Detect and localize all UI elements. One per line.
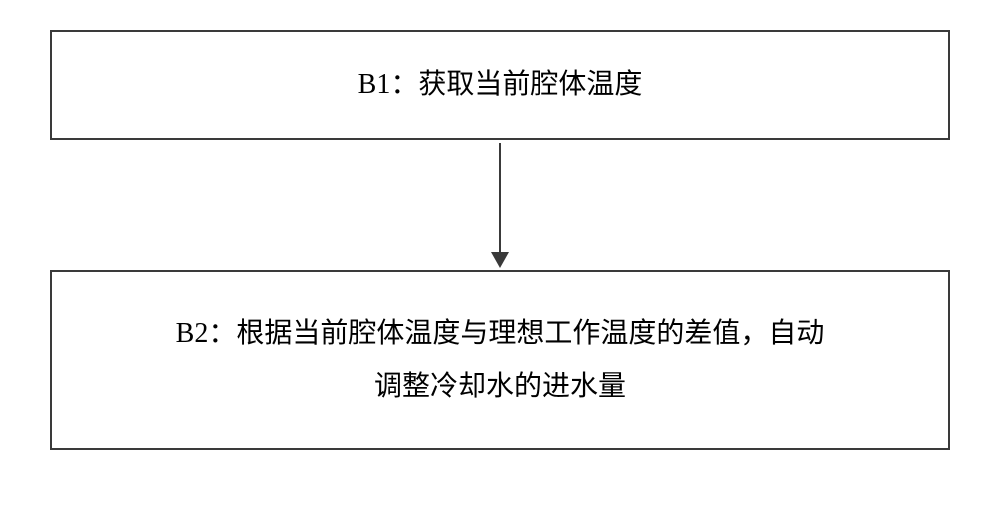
arrow-line bbox=[499, 143, 501, 253]
flowchart-arrow bbox=[491, 140, 509, 270]
node-b1-text: B1：获取当前腔体温度 bbox=[358, 58, 643, 111]
flowchart-node-b1: B1：获取当前腔体温度 bbox=[50, 30, 950, 140]
node-b2-text: B2：根据当前腔体温度与理想工作温度的差值，自动 调整冷却水的进水量 bbox=[176, 307, 825, 413]
flowchart-container: B1：获取当前腔体温度 B2：根据当前腔体温度与理想工作温度的差值，自动 调整冷… bbox=[0, 0, 1000, 521]
arrow-head-icon bbox=[491, 252, 509, 268]
flowchart-node-b2: B2：根据当前腔体温度与理想工作温度的差值，自动 调整冷却水的进水量 bbox=[50, 270, 950, 450]
